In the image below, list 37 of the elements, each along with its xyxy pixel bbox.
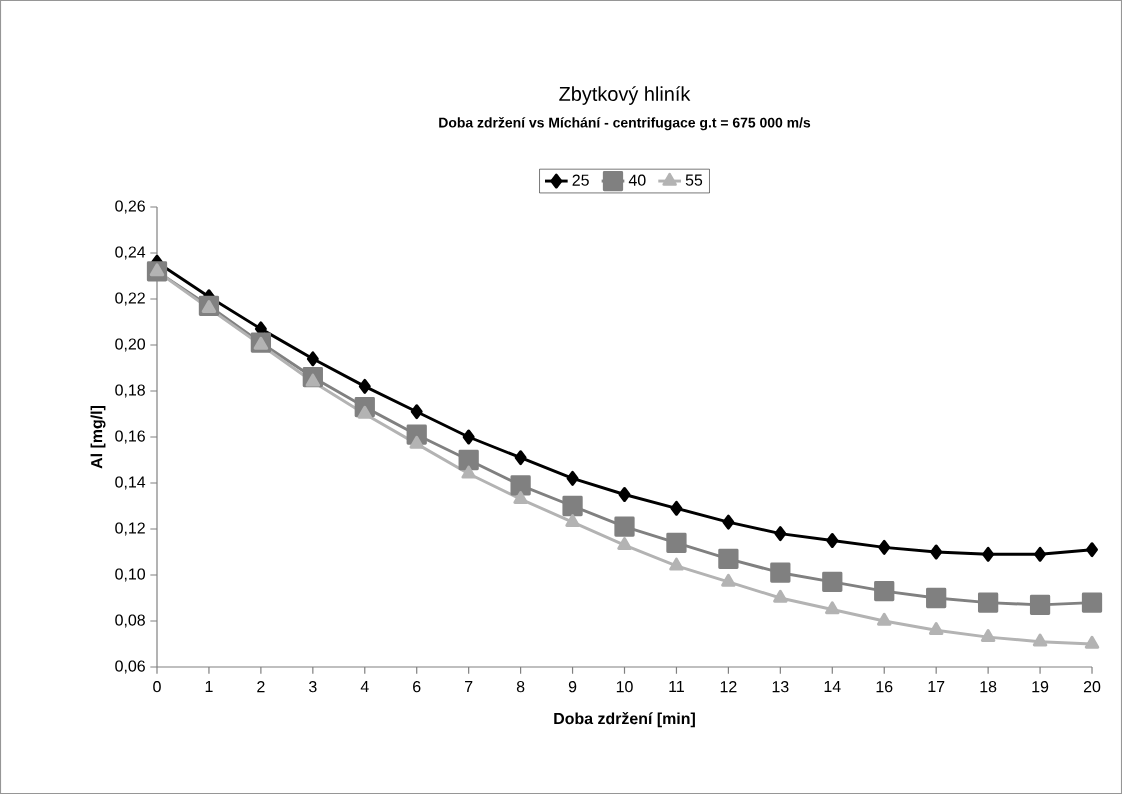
x-tick-label: 18: [980, 681, 997, 693]
x-tick-label: 6: [413, 681, 421, 693]
x-axis-title: Doba zdržení [min]: [554, 712, 695, 728]
y-tick-label: 0,26: [115, 200, 145, 214]
x-tick-label: 16: [876, 681, 893, 693]
x-tick-label: 19: [1032, 681, 1049, 693]
y-tick-label: 0,22: [115, 292, 145, 306]
y-tick-label: 0,20: [115, 338, 146, 352]
y-axis-title: Al [mg/l]: [90, 406, 106, 469]
x-tick-label: 14: [824, 681, 841, 692]
y-tick-label: 0,12: [115, 522, 145, 536]
y-tick-label: 0,14: [115, 476, 146, 490]
x-tick-label: 0: [153, 681, 161, 693]
x-tick-label: 10: [616, 681, 633, 693]
x-tick-label: 17: [928, 681, 945, 692]
x-tick-label: 12: [720, 681, 737, 693]
y-tick-label: 0,10: [115, 568, 146, 582]
y-tick-label: 0,24: [115, 246, 146, 260]
x-tick-label: 8: [516, 681, 525, 693]
x-tick-label: 3: [309, 681, 317, 693]
y-tick-label: 0,06: [115, 660, 145, 674]
y-tick-label: 0,18: [115, 384, 145, 398]
x-tick-label: 2: [257, 681, 265, 693]
x-tick-label: 9: [568, 681, 577, 693]
x-tick-label: 4: [360, 681, 369, 692]
x-tick-label: 20: [1083, 681, 1101, 693]
x-tick-label: 7: [465, 681, 473, 692]
legend-label: 55: [685, 174, 703, 186]
x-tick-label: 1: [205, 681, 213, 692]
chart-title: Zbytkový hliník: [559, 86, 691, 105]
y-tick-label: 0,16: [115, 430, 145, 444]
legend-label: 25: [572, 174, 589, 186]
x-tick-label: 13: [772, 681, 789, 693]
legend-label: 40: [628, 174, 646, 186]
chart-subtitle: Doba zdržení vs Míchání - centrifugace g.t = 675 000 m/s: [439, 116, 811, 131]
y-tick-label: 0,08: [115, 614, 145, 628]
x-tick-label: 11: [669, 681, 684, 692]
